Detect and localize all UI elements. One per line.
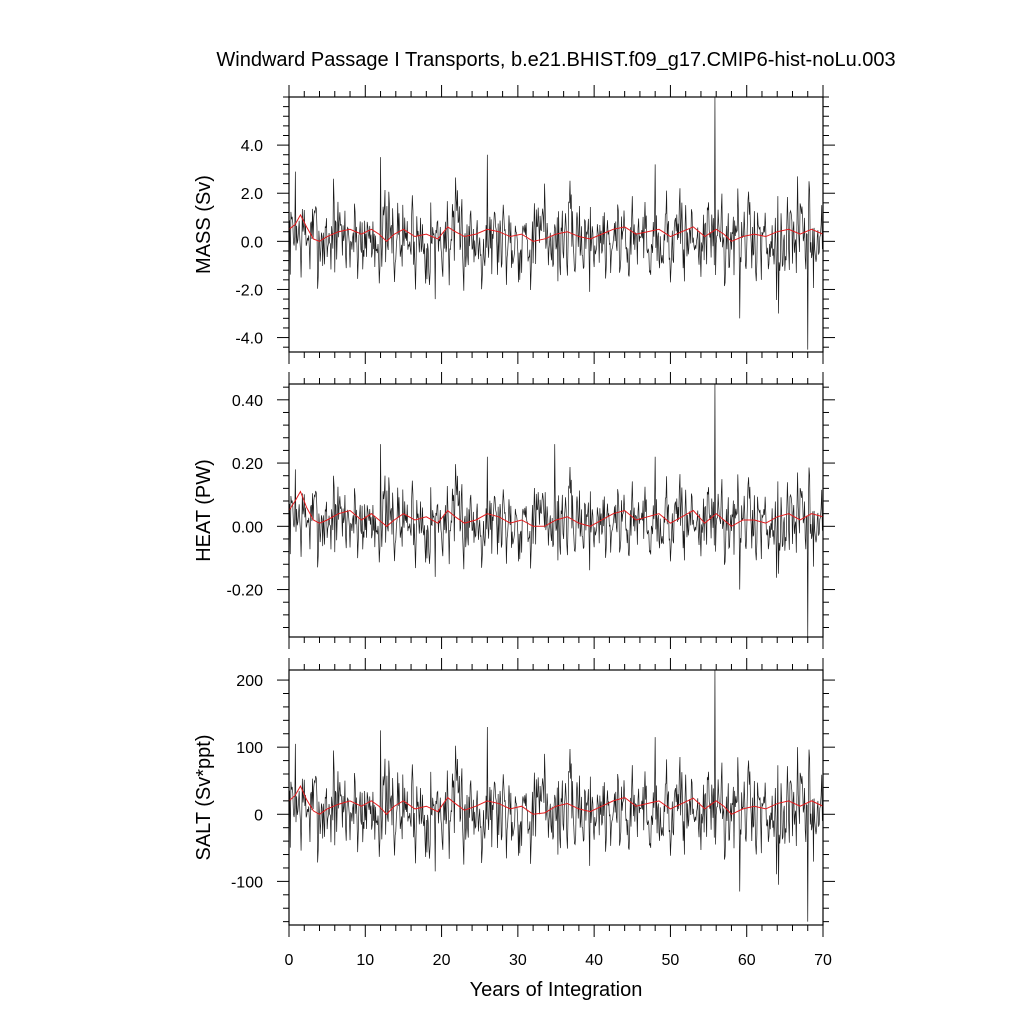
y-tick-label: 0.0 bbox=[241, 234, 263, 251]
y-axis-label: SALT (Sv*ppt) bbox=[193, 735, 215, 861]
y-tick-label: -100 bbox=[231, 874, 263, 891]
x-tick-label: 20 bbox=[433, 952, 451, 969]
monthly-series-line-1 bbox=[289, 384, 823, 637]
panel-0: -4.0 -2.0 0.0 2.0 4.0 MASS (Sv) bbox=[193, 85, 835, 364]
panels: -4.0 -2.0 0.0 2.0 4.0 MASS (Sv) -0.20 0.00 0.20 0… bbox=[193, 85, 835, 969]
y-tick-label: 4.0 bbox=[241, 138, 263, 155]
x-tick-label: 0 bbox=[285, 952, 294, 969]
monthly-series-line-2 bbox=[289, 670, 823, 922]
plot-frame-0 bbox=[288, 96, 824, 353]
smoothed-series-line-2 bbox=[289, 784, 823, 816]
y-tick-label: -4.0 bbox=[235, 331, 263, 348]
x-tick-label: 40 bbox=[585, 952, 603, 969]
x-tick-label: 50 bbox=[662, 952, 680, 969]
plot-frame-2 bbox=[288, 669, 824, 926]
panel-1: -0.20 0.00 0.20 0.40 HEAT (PW) bbox=[193, 372, 835, 649]
y-axis-label: HEAT (PW) bbox=[193, 459, 215, 562]
panel-2: -100 0 100 200 0 10 20 30 40 50 60 70 SALT (Sv*ppt) bbox=[193, 658, 835, 969]
y-tick-label: 0.40 bbox=[232, 393, 263, 410]
chart-title: Windward Passage I Transports, b.e21.BHI… bbox=[216, 49, 895, 71]
y-tick-label: -0.20 bbox=[227, 583, 264, 600]
y-tick-label: 0.00 bbox=[232, 519, 263, 536]
plot-frame-1 bbox=[288, 383, 824, 638]
monthly-series-line-0 bbox=[289, 97, 823, 350]
x-tick-label: 70 bbox=[814, 952, 832, 969]
y-tick-label: 100 bbox=[236, 740, 263, 757]
y-tick-label: 0.20 bbox=[232, 456, 263, 473]
x-axis-label: Years of Integration bbox=[470, 979, 643, 1001]
x-tick-label: 30 bbox=[509, 952, 527, 969]
smoothed-series-line-1 bbox=[289, 490, 823, 527]
y-axis-label: MASS (Sv) bbox=[193, 175, 215, 274]
y-tick-label: 200 bbox=[236, 673, 263, 690]
y-tick-label: 2.0 bbox=[241, 186, 263, 203]
x-tick-label: 60 bbox=[738, 952, 756, 969]
smoothed-series-line-0 bbox=[289, 213, 823, 243]
y-tick-label: 0 bbox=[254, 807, 263, 824]
y-tick-label: -2.0 bbox=[235, 282, 263, 299]
x-tick-label: 10 bbox=[356, 952, 374, 969]
